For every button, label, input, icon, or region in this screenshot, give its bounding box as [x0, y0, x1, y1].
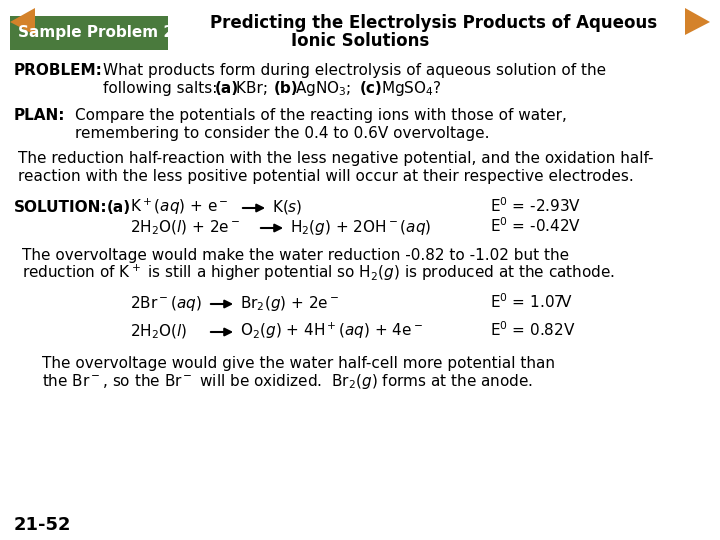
- Text: the Br$^-$, so the Br$^-$ will be oxidized.  Br$_2$($g$) forms at the anode.: the Br$^-$, so the Br$^-$ will be oxidiz…: [42, 372, 534, 391]
- Text: 2Br$^-$($aq$): 2Br$^-$($aq$): [130, 294, 202, 313]
- Text: Predicting the Electrolysis Products of Aqueous: Predicting the Electrolysis Products of …: [210, 14, 657, 32]
- Text: The overvoltage would give the water half-cell more potential than: The overvoltage would give the water hal…: [42, 356, 555, 371]
- Text: MgSO$_4$?: MgSO$_4$?: [381, 79, 442, 98]
- Text: (c): (c): [360, 81, 383, 96]
- Text: SOLUTION:: SOLUTION:: [14, 200, 107, 215]
- FancyBboxPatch shape: [10, 16, 168, 50]
- Text: 2H$_2$O($l$) + 2e$^-$: 2H$_2$O($l$) + 2e$^-$: [130, 218, 240, 237]
- Text: Ionic Solutions: Ionic Solutions: [291, 32, 429, 50]
- Text: Br$_2$($g$) + 2e$^-$: Br$_2$($g$) + 2e$^-$: [240, 294, 339, 313]
- Text: 21-52: 21-52: [14, 516, 71, 534]
- Text: PLAN:: PLAN:: [14, 108, 66, 123]
- Text: Compare the potentials of the reacting ions with those of water,: Compare the potentials of the reacting i…: [75, 108, 567, 123]
- Text: The overvoltage would make the water reduction -0.82 to -1.02 but the: The overvoltage would make the water red…: [22, 248, 569, 263]
- Text: K$^+$($aq$) + e$^-$: K$^+$($aq$) + e$^-$: [130, 197, 228, 217]
- Polygon shape: [685, 8, 710, 35]
- Text: E$^0$ = 1.07V: E$^0$ = 1.07V: [490, 292, 573, 311]
- Text: 2H$_2$O($l$): 2H$_2$O($l$): [130, 322, 187, 341]
- Text: PROBLEM:: PROBLEM:: [14, 63, 103, 78]
- Text: E$^0$ = -2.93V: E$^0$ = -2.93V: [490, 197, 581, 215]
- Text: K($s$): K($s$): [272, 199, 302, 217]
- Text: (a): (a): [215, 81, 239, 96]
- Text: (b): (b): [274, 81, 299, 96]
- Text: reaction with the less positive potential will occur at their respective electro: reaction with the less positive potentia…: [18, 169, 634, 184]
- Text: Sample Problem 21.9:: Sample Problem 21.9:: [18, 25, 207, 40]
- Text: What products form during electrolysis of aqueous solution of the: What products form during electrolysis o…: [103, 63, 606, 78]
- Polygon shape: [10, 8, 35, 35]
- Text: E$^0$ = -0.42V: E$^0$ = -0.42V: [490, 217, 581, 235]
- Text: (a): (a): [107, 200, 131, 215]
- Text: O$_2$($g$) + 4H$^+$($aq$) + 4e$^-$: O$_2$($g$) + 4H$^+$($aq$) + 4e$^-$: [240, 321, 423, 341]
- Text: reduction of K$^+$ is still a higher potential so H$_2$($g$) is produced at the : reduction of K$^+$ is still a higher pot…: [22, 262, 615, 283]
- Text: KBr;: KBr;: [236, 81, 278, 96]
- Text: H$_2$($g$) + 2OH$^-$($aq$): H$_2$($g$) + 2OH$^-$($aq$): [290, 218, 431, 237]
- Text: The reduction half-reaction with the less negative potential, and the oxidation : The reduction half-reaction with the les…: [18, 151, 654, 166]
- Text: E$^0$ = 0.82V: E$^0$ = 0.82V: [490, 320, 575, 339]
- Text: remembering to consider the 0.4 to 0.6V overvoltage.: remembering to consider the 0.4 to 0.6V …: [75, 126, 490, 141]
- Text: following salts:: following salts:: [103, 81, 227, 96]
- Text: AgNO$_3$;: AgNO$_3$;: [295, 79, 358, 98]
